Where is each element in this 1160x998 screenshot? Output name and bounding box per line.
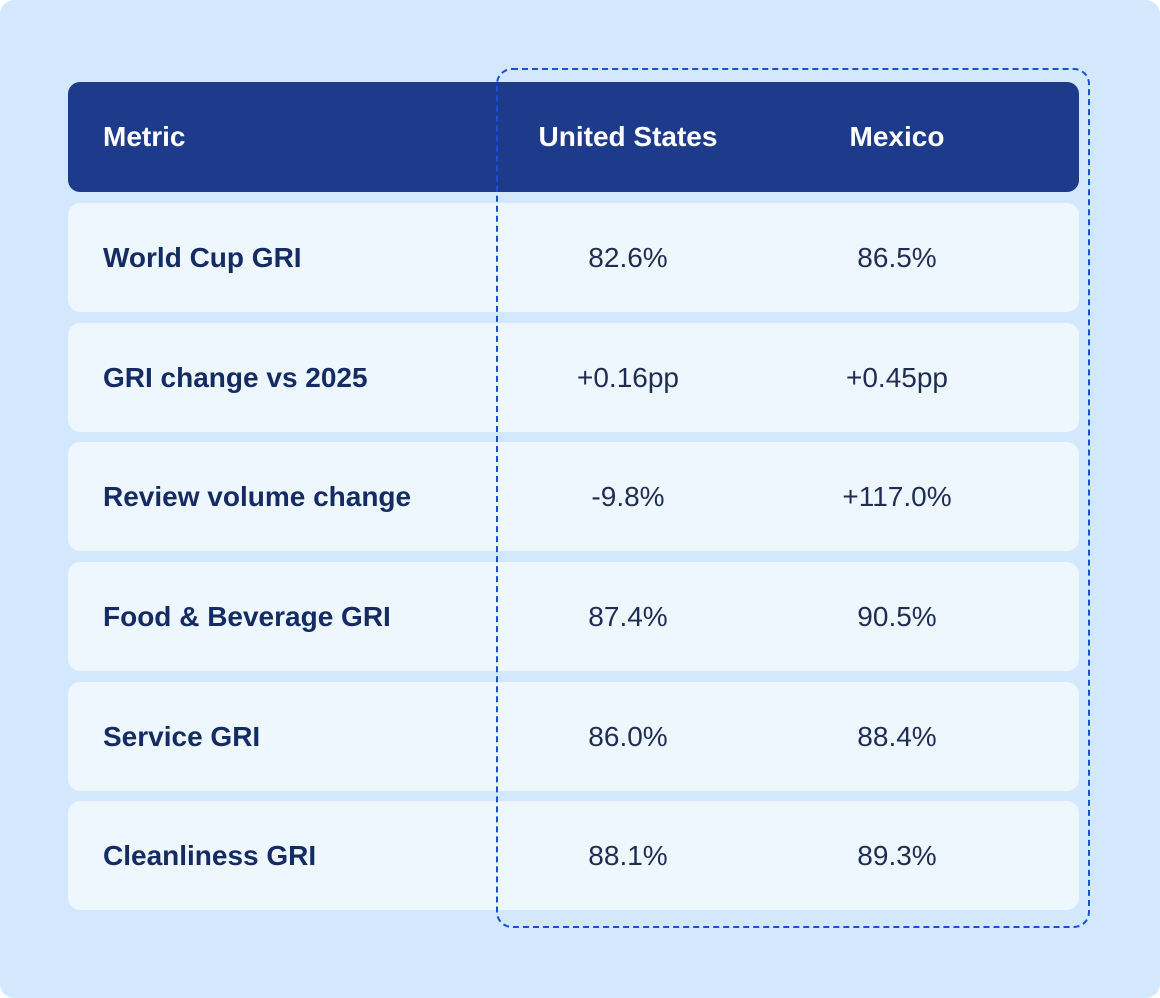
header-metric: Metric — [103, 121, 186, 152]
row-us-value: 87.4% — [588, 600, 668, 632]
row-us-value: -9.8% — [591, 480, 665, 512]
row-metric-label: Food & Beverage GRI — [103, 600, 391, 632]
table-header-bar — [68, 82, 1079, 192]
row-mx-value: +0.45pp — [846, 361, 948, 393]
row-mx-value: 90.5% — [857, 600, 937, 632]
row-metric-label: Review volume change — [103, 480, 412, 512]
row-us-value: 86.0% — [588, 720, 668, 752]
row-us-value: 82.6% — [588, 241, 668, 273]
row-mx-value: 88.4% — [857, 720, 937, 752]
row-mx-value: +117.0% — [842, 480, 952, 512]
table-row — [68, 203, 1079, 312]
row-us-value: 88.1% — [588, 839, 668, 871]
row-mx-value: 89.3% — [857, 839, 937, 871]
table-row — [68, 682, 1079, 791]
header-mexico: Mexico — [849, 121, 945, 152]
row-mx-value: 86.5% — [857, 241, 937, 273]
header-united-states: United States — [538, 121, 718, 152]
row-metric-label: Service GRI — [103, 720, 261, 752]
table-row — [68, 562, 1079, 671]
row-metric-label: Cleanliness GRI — [103, 839, 317, 871]
row-metric-label: World Cup GRI — [103, 241, 302, 273]
row-metric-label: GRI change vs 2025 — [103, 361, 368, 393]
table-row — [68, 442, 1079, 551]
table-row — [68, 801, 1079, 910]
row-us-value: +0.16pp — [577, 361, 679, 393]
table-row — [68, 323, 1079, 432]
